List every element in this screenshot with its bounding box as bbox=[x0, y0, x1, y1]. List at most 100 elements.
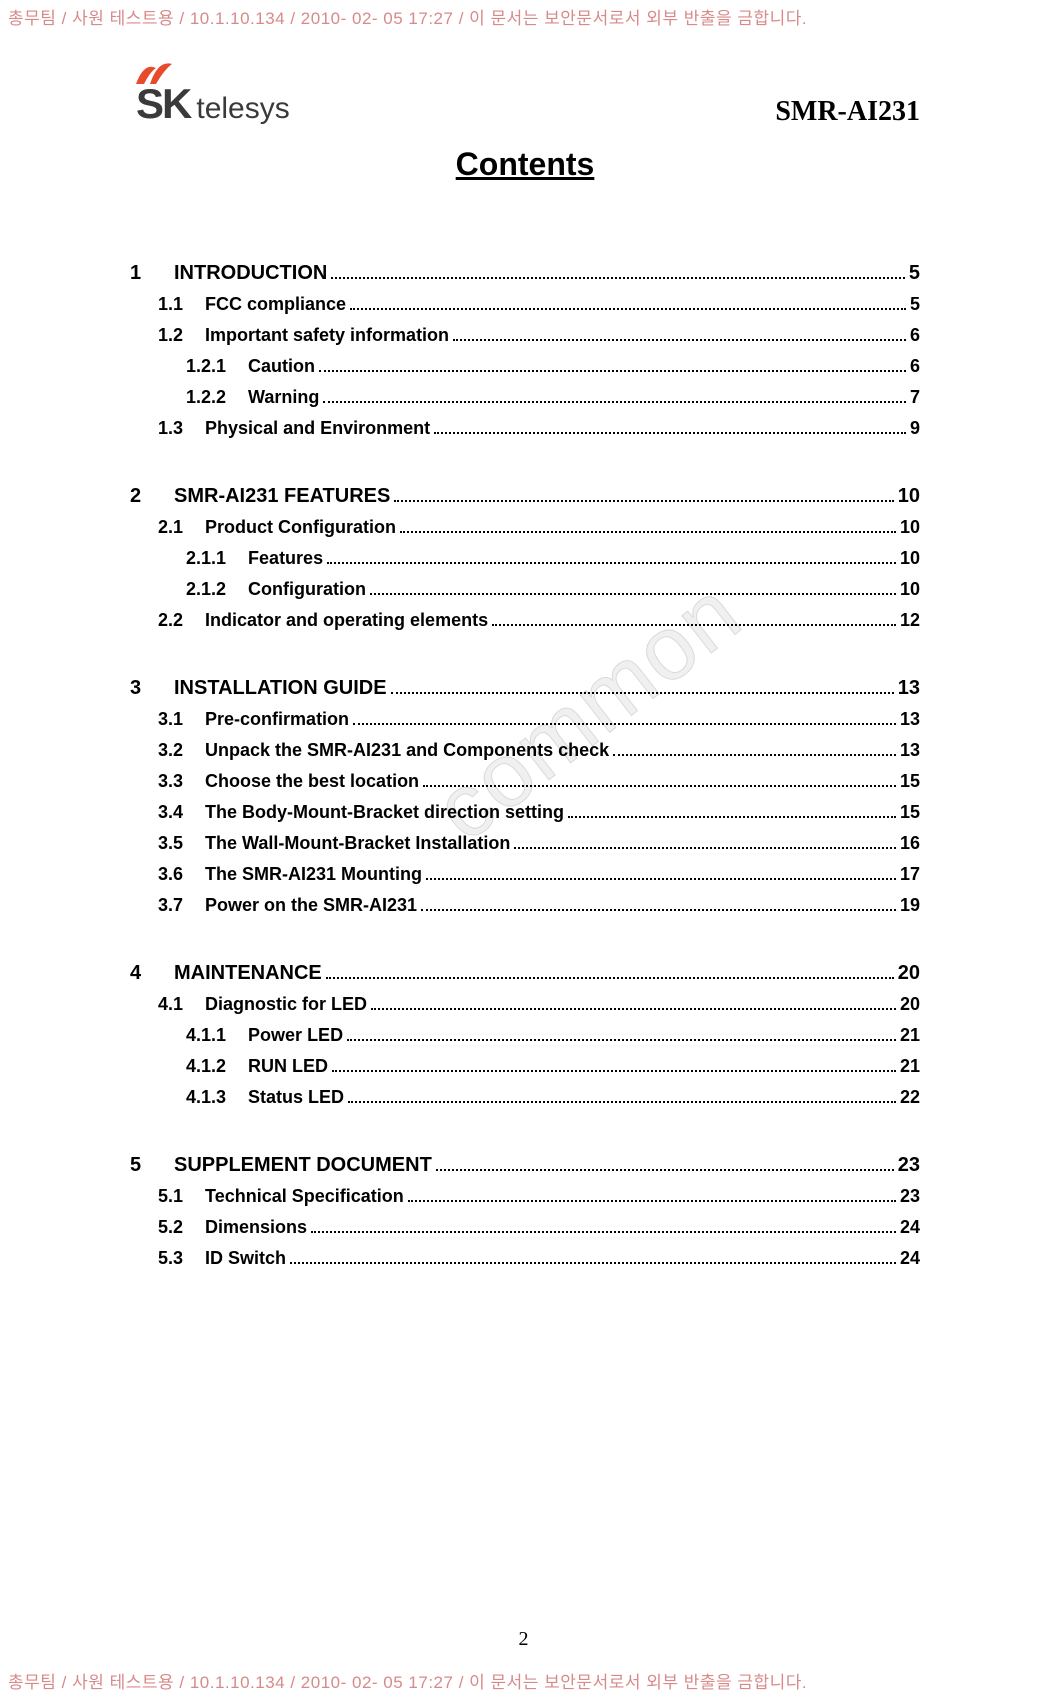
toc-entry-label: Status LED bbox=[248, 1088, 344, 1106]
toc-entry-number: 1.1 bbox=[158, 295, 183, 313]
toc-entry: 3.3Choose the best location15 bbox=[130, 772, 920, 791]
toc-entry: 4.1.2 RUN LED 21 bbox=[130, 1057, 920, 1076]
toc-entry: 3.7Power on the SMR-AI23119 bbox=[130, 896, 920, 915]
toc-entry-number: 2.2 bbox=[158, 611, 183, 629]
toc-entry-number: 3.4 bbox=[158, 803, 183, 821]
toc-entry: 1.2.1Caution6 bbox=[130, 357, 920, 376]
toc-entry-label: Product Configuration bbox=[205, 518, 396, 536]
toc-entry: 3.5 The Wall-Mount-Bracket Installation 16 bbox=[130, 834, 920, 853]
toc-section: 1INTRODUCTION51.1FCC compliance51.2Impor… bbox=[130, 263, 920, 438]
toc-entry-label: Diagnostic for LED bbox=[205, 995, 367, 1013]
toc-entry: 4.1Diagnostic for LED20 bbox=[130, 995, 920, 1014]
toc-entry-page: 24 bbox=[900, 1249, 920, 1267]
toc-entry-number: 2.1.1 bbox=[186, 549, 226, 567]
toc-entry: 4.1.1 Power LED 21 bbox=[130, 1026, 920, 1045]
toc-entry: 2.1.2Configuration10 bbox=[130, 580, 920, 599]
toc-entry-page: 21 bbox=[900, 1057, 920, 1075]
toc-entry: 2.1Product Configuration10 bbox=[130, 518, 920, 537]
toc-entry: 3.1Pre-confirmation13 bbox=[130, 710, 920, 729]
toc-section: 5SUPPLEMENT DOCUMENT235.1Technical Speci… bbox=[130, 1155, 920, 1268]
toc-leader-dots bbox=[347, 1030, 896, 1041]
toc-entry: 4MAINTENANCE20 bbox=[130, 963, 920, 983]
toc-entry-number: 5.3 bbox=[158, 1249, 183, 1267]
document-id: SMR-AI231 bbox=[775, 96, 920, 128]
toc-leader-dots bbox=[353, 714, 896, 725]
toc-entry-number: 3.3 bbox=[158, 772, 183, 790]
toc-entry-label: The Wall-Mount-Bracket Installation bbox=[205, 834, 510, 852]
toc-leader-dots bbox=[613, 745, 896, 756]
toc-entry-page: 5 bbox=[909, 263, 920, 283]
security-watermark-bottom: 총무팀 / 사원 테스트용 / 10.1.10.134 / 2010- 02- … bbox=[0, 1664, 1047, 1697]
security-watermark-top: 총무팀 / 사원 테스트용 / 10.1.10.134 / 2010- 02- … bbox=[0, 0, 1047, 33]
toc-entry-label: Physical and Environment bbox=[205, 419, 430, 437]
toc-entry: 3.6The SMR-AI231 Mounting17 bbox=[130, 865, 920, 884]
toc-entry-page: 10 bbox=[900, 518, 920, 536]
toc-leader-dots bbox=[326, 967, 894, 979]
toc-entry-number: 3.7 bbox=[158, 896, 183, 914]
toc-leader-dots bbox=[400, 522, 896, 533]
toc-entry: 2.2Indicator and operating elements12 bbox=[130, 611, 920, 630]
table-of-contents: 1INTRODUCTION51.1FCC compliance51.2Impor… bbox=[130, 263, 920, 1268]
toc-entry-page: 13 bbox=[898, 678, 920, 698]
toc-entry-page: 21 bbox=[900, 1026, 920, 1044]
toc-entry-label: SMR-AI231 FEATURES bbox=[174, 486, 390, 506]
toc-entry-label: Indicator and operating elements bbox=[205, 611, 488, 629]
toc-entry-number: 4.1.1 bbox=[186, 1026, 226, 1044]
toc-entry-number: 3.2 bbox=[158, 741, 183, 759]
logo-wings-icon bbox=[134, 58, 174, 88]
toc-entry-label: Pre-confirmation bbox=[205, 710, 349, 728]
toc-entry: 1.2.2 Warning 7 bbox=[130, 388, 920, 407]
toc-leader-dots bbox=[394, 490, 893, 502]
toc-entry: 2.1.1Features10 bbox=[130, 549, 920, 568]
logo-text-telesys: telesys bbox=[196, 92, 289, 126]
toc-entry-number: 3.6 bbox=[158, 865, 183, 883]
toc-entry-number: 3 bbox=[130, 678, 152, 698]
toc-leader-dots bbox=[434, 423, 906, 434]
toc-entry: 3.2Unpack the SMR-AI231 and Components c… bbox=[130, 741, 920, 760]
toc-entry-number: 1.2.2 bbox=[186, 388, 226, 406]
toc-entry-number: 5.2 bbox=[158, 1218, 183, 1236]
page-title: Contents bbox=[130, 146, 920, 183]
toc-leader-dots bbox=[331, 267, 905, 279]
toc-entry-label: Warning bbox=[248, 388, 319, 406]
toc-entry-label: RUN LED bbox=[248, 1057, 328, 1075]
toc-entry-number: 4.1 bbox=[158, 995, 183, 1013]
toc-entry-label: The Body-Mount-Bracket direction setting bbox=[205, 803, 564, 821]
toc-entry: 2SMR-AI231 FEATURES10 bbox=[130, 486, 920, 506]
toc-leader-dots bbox=[350, 299, 906, 310]
toc-entry-label: Features bbox=[248, 549, 323, 567]
toc-entry-page: 6 bbox=[910, 326, 920, 344]
toc-leader-dots bbox=[323, 392, 906, 403]
toc-entry-number: 3.5 bbox=[158, 834, 183, 852]
toc-entry-number: 1.2 bbox=[158, 326, 183, 344]
toc-entry-page: 10 bbox=[900, 580, 920, 598]
toc-leader-dots bbox=[290, 1253, 896, 1264]
toc-entry-label: Dimensions bbox=[205, 1218, 307, 1236]
toc-leader-dots bbox=[371, 999, 896, 1010]
toc-leader-dots bbox=[408, 1191, 896, 1202]
toc-leader-dots bbox=[348, 1092, 896, 1103]
toc-leader-dots bbox=[332, 1061, 896, 1072]
toc-entry-number: 4.1.2 bbox=[186, 1057, 226, 1075]
toc-leader-dots bbox=[568, 807, 896, 818]
toc-entry-label: Choose the best location bbox=[205, 772, 419, 790]
toc-entry-page: 23 bbox=[900, 1187, 920, 1205]
company-logo: SK telesys bbox=[130, 80, 290, 128]
toc-entry-page: 15 bbox=[900, 803, 920, 821]
toc-entry-page: 6 bbox=[910, 357, 920, 375]
toc-entry-page: 16 bbox=[900, 834, 920, 852]
toc-entry: 5.2Dimensions24 bbox=[130, 1218, 920, 1237]
toc-leader-dots bbox=[311, 1222, 896, 1233]
toc-section: 3 INSTALLATION GUIDE 13 3.1Pre-confirmation… bbox=[130, 678, 920, 915]
toc-entry-page: 17 bbox=[900, 865, 920, 883]
toc-entry-label: INSTALLATION GUIDE bbox=[174, 678, 387, 698]
toc-entry-number: 4.1.3 bbox=[186, 1088, 226, 1106]
toc-entry-page: 9 bbox=[910, 419, 920, 437]
toc-entry: 5.1Technical Specification23 bbox=[130, 1187, 920, 1206]
toc-entry-label: FCC compliance bbox=[205, 295, 346, 313]
toc-entry-page: 19 bbox=[900, 896, 920, 914]
toc-leader-dots bbox=[327, 553, 896, 564]
toc-entry: 1.1FCC compliance5 bbox=[130, 295, 920, 314]
toc-entry-label: Power LED bbox=[248, 1026, 343, 1044]
toc-entry-page: 7 bbox=[910, 388, 920, 406]
